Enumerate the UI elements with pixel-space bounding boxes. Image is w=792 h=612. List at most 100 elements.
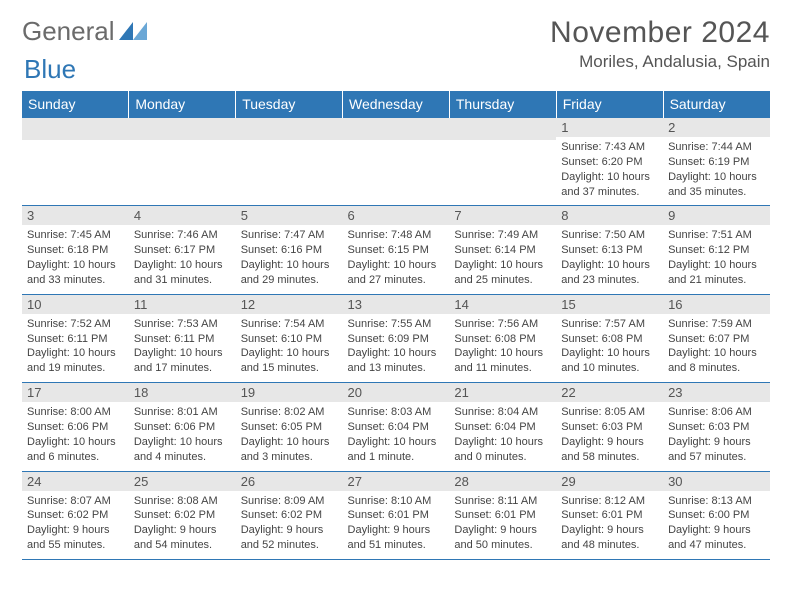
day-body: Sunrise: 8:11 AMSunset: 6:01 PMDaylight:… <box>449 491 556 559</box>
calendar-row: 3Sunrise: 7:45 AMSunset: 6:18 PMDaylight… <box>22 206 770 294</box>
weekday-header: Thursday <box>449 91 556 118</box>
calendar-cell: 12Sunrise: 7:54 AMSunset: 6:10 PMDayligh… <box>236 294 343 382</box>
day-number: 7 <box>449 206 556 225</box>
day-body: Sunrise: 7:54 AMSunset: 6:10 PMDaylight:… <box>236 314 343 382</box>
day-number: 16 <box>663 295 770 314</box>
calendar-row: 1Sunrise: 7:43 AMSunset: 6:20 PMDaylight… <box>22 118 770 206</box>
calendar-cell: 22Sunrise: 8:05 AMSunset: 6:03 PMDayligh… <box>556 383 663 471</box>
day-number: 9 <box>663 206 770 225</box>
calendar-cell: 21Sunrise: 8:04 AMSunset: 6:04 PMDayligh… <box>449 383 556 471</box>
day-number: 3 <box>22 206 129 225</box>
calendar-cell: 24Sunrise: 8:07 AMSunset: 6:02 PMDayligh… <box>22 471 129 559</box>
day-number: 25 <box>129 472 236 491</box>
calendar-cell <box>22 118 129 206</box>
calendar-cell: 1Sunrise: 7:43 AMSunset: 6:20 PMDaylight… <box>556 118 663 206</box>
day-number <box>343 118 450 140</box>
weekday-header: Saturday <box>663 91 770 118</box>
calendar-cell: 17Sunrise: 8:00 AMSunset: 6:06 PMDayligh… <box>22 383 129 471</box>
day-body: Sunrise: 8:00 AMSunset: 6:06 PMDaylight:… <box>22 402 129 470</box>
calendar-cell: 4Sunrise: 7:46 AMSunset: 6:17 PMDaylight… <box>129 206 236 294</box>
day-number: 6 <box>343 206 450 225</box>
calendar-cell: 15Sunrise: 7:57 AMSunset: 6:08 PMDayligh… <box>556 294 663 382</box>
day-body: Sunrise: 8:01 AMSunset: 6:06 PMDaylight:… <box>129 402 236 470</box>
day-number: 24 <box>22 472 129 491</box>
day-number <box>129 118 236 140</box>
brand-text-1: General <box>22 16 115 47</box>
month-title: November 2024 <box>550 16 770 50</box>
day-number: 14 <box>449 295 556 314</box>
page: General November 2024 Moriles, Andalusia… <box>0 0 792 576</box>
calendar-cell: 11Sunrise: 7:53 AMSunset: 6:11 PMDayligh… <box>129 294 236 382</box>
day-body: Sunrise: 7:59 AMSunset: 6:07 PMDaylight:… <box>663 314 770 382</box>
day-body: Sunrise: 7:45 AMSunset: 6:18 PMDaylight:… <box>22 225 129 293</box>
day-body: Sunrise: 7:46 AMSunset: 6:17 PMDaylight:… <box>129 225 236 293</box>
day-body: Sunrise: 7:47 AMSunset: 6:16 PMDaylight:… <box>236 225 343 293</box>
day-body: Sunrise: 7:55 AMSunset: 6:09 PMDaylight:… <box>343 314 450 382</box>
calendar-cell: 20Sunrise: 8:03 AMSunset: 6:04 PMDayligh… <box>343 383 450 471</box>
calendar-cell: 6Sunrise: 7:48 AMSunset: 6:15 PMDaylight… <box>343 206 450 294</box>
day-body: Sunrise: 8:09 AMSunset: 6:02 PMDaylight:… <box>236 491 343 559</box>
day-number: 19 <box>236 383 343 402</box>
calendar-table: SundayMondayTuesdayWednesdayThursdayFrid… <box>22 91 770 560</box>
calendar-cell: 13Sunrise: 7:55 AMSunset: 6:09 PMDayligh… <box>343 294 450 382</box>
calendar-cell: 7Sunrise: 7:49 AMSunset: 6:14 PMDaylight… <box>449 206 556 294</box>
calendar-cell: 9Sunrise: 7:51 AMSunset: 6:12 PMDaylight… <box>663 206 770 294</box>
location-subtitle: Moriles, Andalusia, Spain <box>550 52 770 72</box>
day-body: Sunrise: 8:08 AMSunset: 6:02 PMDaylight:… <box>129 491 236 559</box>
calendar-cell: 28Sunrise: 8:11 AMSunset: 6:01 PMDayligh… <box>449 471 556 559</box>
day-number: 13 <box>343 295 450 314</box>
calendar-cell <box>343 118 450 206</box>
day-number: 20 <box>343 383 450 402</box>
calendar-cell: 8Sunrise: 7:50 AMSunset: 6:13 PMDaylight… <box>556 206 663 294</box>
day-body <box>236 140 343 205</box>
day-number: 21 <box>449 383 556 402</box>
calendar-cell <box>129 118 236 206</box>
day-body: Sunrise: 7:44 AMSunset: 6:19 PMDaylight:… <box>663 137 770 205</box>
calendar-row: 17Sunrise: 8:00 AMSunset: 6:06 PMDayligh… <box>22 383 770 471</box>
triangle-icon <box>119 16 147 47</box>
calendar-cell: 18Sunrise: 8:01 AMSunset: 6:06 PMDayligh… <box>129 383 236 471</box>
day-number: 18 <box>129 383 236 402</box>
day-body: Sunrise: 7:53 AMSunset: 6:11 PMDaylight:… <box>129 314 236 382</box>
title-block: November 2024 Moriles, Andalusia, Spain <box>550 16 770 72</box>
brand-text-2: Blue <box>24 54 76 85</box>
day-body: Sunrise: 7:48 AMSunset: 6:15 PMDaylight:… <box>343 225 450 293</box>
calendar-cell: 29Sunrise: 8:12 AMSunset: 6:01 PMDayligh… <box>556 471 663 559</box>
day-body: Sunrise: 7:52 AMSunset: 6:11 PMDaylight:… <box>22 314 129 382</box>
day-number <box>236 118 343 140</box>
day-body <box>449 140 556 205</box>
day-number: 26 <box>236 472 343 491</box>
day-number: 2 <box>663 118 770 137</box>
day-body: Sunrise: 8:07 AMSunset: 6:02 PMDaylight:… <box>22 491 129 559</box>
day-number <box>449 118 556 140</box>
day-body: Sunrise: 8:06 AMSunset: 6:03 PMDaylight:… <box>663 402 770 470</box>
day-number: 27 <box>343 472 450 491</box>
day-body: Sunrise: 7:43 AMSunset: 6:20 PMDaylight:… <box>556 137 663 205</box>
day-body: Sunrise: 8:13 AMSunset: 6:00 PMDaylight:… <box>663 491 770 559</box>
day-number: 17 <box>22 383 129 402</box>
day-body: Sunrise: 8:05 AMSunset: 6:03 PMDaylight:… <box>556 402 663 470</box>
day-number: 23 <box>663 383 770 402</box>
weekday-header: Wednesday <box>343 91 450 118</box>
weekday-row: SundayMondayTuesdayWednesdayThursdayFrid… <box>22 91 770 118</box>
day-body: Sunrise: 7:51 AMSunset: 6:12 PMDaylight:… <box>663 225 770 293</box>
calendar-row: 24Sunrise: 8:07 AMSunset: 6:02 PMDayligh… <box>22 471 770 559</box>
calendar-cell: 14Sunrise: 7:56 AMSunset: 6:08 PMDayligh… <box>449 294 556 382</box>
day-body: Sunrise: 8:04 AMSunset: 6:04 PMDaylight:… <box>449 402 556 470</box>
day-body: Sunrise: 8:12 AMSunset: 6:01 PMDaylight:… <box>556 491 663 559</box>
day-number: 28 <box>449 472 556 491</box>
day-number: 22 <box>556 383 663 402</box>
day-body: Sunrise: 7:50 AMSunset: 6:13 PMDaylight:… <box>556 225 663 293</box>
calendar-cell: 23Sunrise: 8:06 AMSunset: 6:03 PMDayligh… <box>663 383 770 471</box>
day-number: 15 <box>556 295 663 314</box>
weekday-header: Monday <box>129 91 236 118</box>
day-body <box>343 140 450 205</box>
weekday-header: Friday <box>556 91 663 118</box>
brand-logo: General <box>22 16 151 47</box>
calendar-cell: 5Sunrise: 7:47 AMSunset: 6:16 PMDaylight… <box>236 206 343 294</box>
day-number: 4 <box>129 206 236 225</box>
calendar-cell <box>449 118 556 206</box>
day-body: Sunrise: 7:57 AMSunset: 6:08 PMDaylight:… <box>556 314 663 382</box>
calendar-body: 1Sunrise: 7:43 AMSunset: 6:20 PMDaylight… <box>22 118 770 560</box>
day-number: 1 <box>556 118 663 137</box>
